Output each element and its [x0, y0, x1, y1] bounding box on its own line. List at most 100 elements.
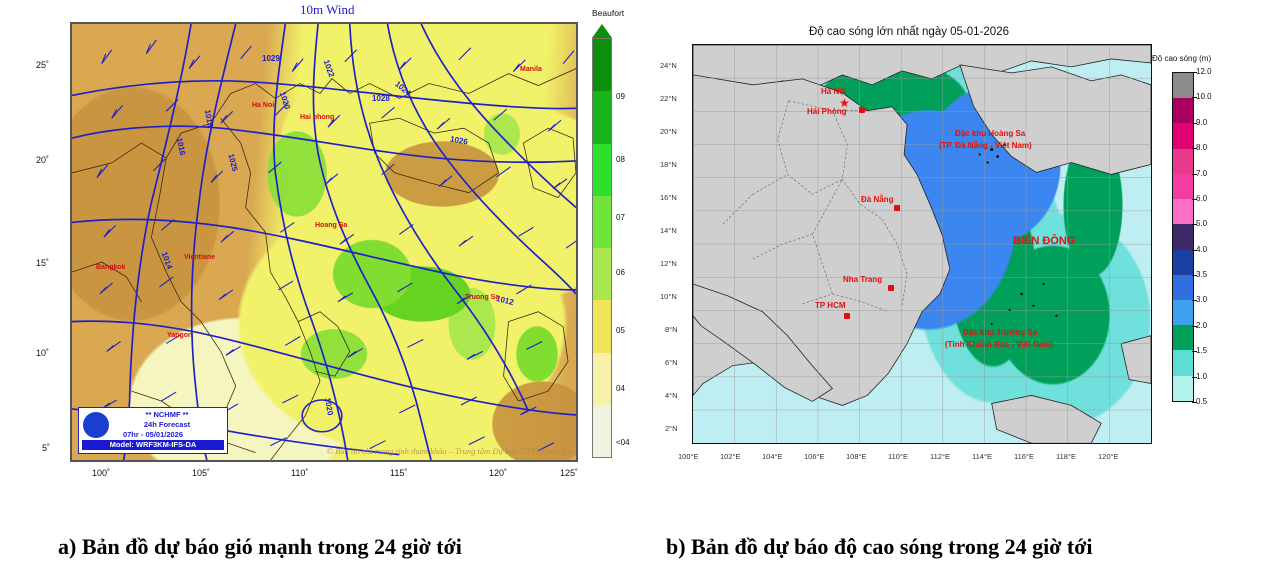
wave-y-tick: 20°N: [660, 127, 677, 136]
wave-colorbar-tick: 5.0: [1196, 219, 1208, 229]
wave-colorbar-segment-7: [1173, 249, 1193, 275]
wave-colorbar-tick: 4.0: [1196, 244, 1208, 254]
wind-y-tick: 20˚: [36, 155, 50, 165]
wave-colorbar-tick-mark: [1192, 122, 1197, 124]
wave-colorbar-segment-6: [1173, 224, 1193, 250]
wave-colorbar-tick-mark: [1192, 249, 1197, 251]
wave-colorbar-tick-mark: [1192, 300, 1197, 302]
sea-label-bien-dong: BIỂN ĐÔNG: [1013, 235, 1076, 247]
wind-x-tick: 120˚: [489, 468, 508, 478]
place-label-ha-noi: Ha Noi: [252, 102, 275, 109]
nchmf-logo-icon: [83, 411, 109, 438]
wave-colorbar-tick: 3.5: [1196, 270, 1208, 280]
place-label-hanoi: Hà Nội: [821, 87, 847, 96]
wind-strongwind-fill: [72, 24, 576, 460]
place-label-vientiane: Vientiane: [184, 254, 215, 261]
wind-y-tick: 15˚: [36, 258, 50, 268]
wave-colorbar-tick-mark: [1192, 224, 1197, 226]
wave-colorbar-tick-mark: [1192, 97, 1197, 99]
wind-forecast-panel: 10m Wind: [0, 0, 640, 500]
wave-y-tick: 24°N: [660, 61, 677, 70]
wave-colorbar-segment-5: [1173, 199, 1193, 225]
wave-land-layer: [693, 45, 1151, 443]
beaufort-colorbar-arrow-icon: [592, 24, 612, 38]
place-label-yangon: Yangon: [167, 332, 193, 339]
beaufort-colorbar[interactable]: [592, 38, 612, 458]
wave-y-tick: 8°N: [665, 325, 678, 334]
place-label-nhatrang: Nha Trang: [843, 275, 883, 284]
wave-y-tick: 10°N: [660, 292, 677, 301]
beaufort-colorbar-segment-3: [593, 195, 611, 248]
beaufort-colorbar-title: Beaufort: [592, 8, 625, 18]
wave-colorbar-tick-mark: [1192, 402, 1197, 403]
place-label-manila: Manila: [520, 66, 542, 73]
wave-y-tick: 22°N: [660, 94, 677, 103]
wave-colorbar-segment-4: [1173, 173, 1193, 200]
wave-colorbar-segment-10: [1173, 325, 1193, 351]
wind-x-tick: 100˚: [92, 468, 111, 478]
wind-x-tick: 125˚: [560, 468, 579, 478]
wave-colorbar[interactable]: [1172, 72, 1194, 402]
beaufort-colorbar-segment-0: [593, 39, 611, 92]
wave-y-tick: 2°N: [665, 424, 678, 433]
wave-colorbar-title: Độ cao sóng (m): [1152, 54, 1212, 63]
wind-y-tick: 5˚: [42, 443, 51, 453]
wind-y-tick: 10˚: [36, 348, 50, 358]
wave-y-tick: 12°N: [660, 259, 677, 268]
place-label-hoang-sa: Hoang Sa: [315, 222, 348, 229]
city-dot-haiphong: [859, 107, 865, 113]
wave-colorbar-tick: 1.5: [1196, 346, 1208, 356]
beaufort-tick: 08: [616, 155, 625, 164]
city-dot-danang: [894, 205, 900, 211]
wave-colorbar-segment-0: [1173, 73, 1193, 99]
beaufort-colorbar-segment-5: [593, 300, 611, 353]
wave-x-tick: 116°E: [1014, 452, 1034, 461]
wave-colorbar-segment-9: [1173, 299, 1193, 326]
beaufort-colorbar-segment-6: [593, 352, 611, 405]
wind-y-tick: 25˚: [36, 60, 50, 70]
place-label-haiphong: Hải Phòng: [807, 107, 847, 116]
wave-colorbar-segment-11: [1173, 350, 1193, 376]
wave-colorbar-tick: 3.0: [1196, 295, 1208, 305]
wind-x-tick: 110˚: [291, 468, 309, 478]
beaufort-tick: 06: [616, 268, 625, 277]
wave-x-tick: 100°E: [678, 452, 699, 461]
place-label-truongsa-line2: (Tỉnh Khánh Hòa - Việt Nam): [945, 340, 1053, 349]
wave-x-tick: 118°E: [1056, 452, 1076, 461]
wave-colorbar-tick-mark: [1192, 173, 1197, 175]
beaufort-tick: 09: [616, 92, 625, 101]
isobar-label: 1029: [262, 54, 280, 63]
beaufort-colorbar-segment-1: [593, 91, 611, 144]
nchmf-org-label: ** NCHMF **: [145, 409, 189, 419]
nchmf-model-label: Model: WRF3KM-IFS-DA: [82, 439, 224, 450]
nchmf-forecast-label: 24h Forecast: [143, 419, 191, 429]
place-label-truongsa-line1: Đặc khu Trường Sa: [963, 328, 1038, 337]
wave-colorbar-tick: 8.0: [1196, 143, 1208, 153]
caption-panel-a: a) Bản đồ dự báo gió mạnh trong 24 giờ t…: [58, 534, 462, 559]
wave-x-tick: 106°E: [804, 452, 825, 461]
wave-colorbar-segment-2: [1173, 123, 1193, 149]
city-dot-tphcm: [844, 313, 850, 319]
wind-x-tick: 115˚: [390, 468, 408, 478]
wave-forecast-panel: Độ cao sóng lớn nhất ngày 05-01-2026: [640, 0, 1268, 500]
wave-map-plot[interactable]: ★ Hà Nội Hải Phòng Đà Nẵng Nha Trang TP …: [692, 44, 1152, 444]
beaufort-colorbar-segment-4: [593, 248, 611, 301]
beaufort-tick: <04: [616, 438, 630, 447]
wave-colorbar-tick-mark: [1192, 72, 1197, 73]
wave-y-tick: 6°N: [665, 358, 678, 367]
nchmf-valid-time: 07hr - 05/01/2026: [122, 429, 184, 439]
beaufort-colorbar-segment-7: [593, 404, 611, 457]
wave-x-tick: 112°E: [930, 452, 950, 461]
beaufort-tick: 04: [616, 384, 625, 393]
wave-colorbar-tick: 12.0: [1196, 67, 1212, 76]
wave-colorbar-tick: 6.0: [1196, 193, 1208, 203]
wave-y-tick: 4°N: [665, 391, 678, 400]
wave-y-tick: 16°N: [660, 193, 677, 202]
wave-colorbar-tick: 9.0: [1196, 117, 1208, 127]
place-label-tphcm: TP HCM: [815, 301, 846, 310]
wind-map-plot[interactable]: 1016 1018 1020 1022 1024 1026 1028 1029 …: [70, 22, 578, 462]
caption-panel-b: b) Bản đồ dự báo độ cao sóng trong 24 gi…: [666, 534, 1093, 559]
place-label-hoangsa-line2: (TP. Đà Nẵng - Việt Nam): [939, 141, 1032, 150]
wave-colorbar-tick: 2.0: [1196, 320, 1208, 330]
wave-map-title: Độ cao sóng lớn nhất ngày 05-01-2026: [809, 26, 1009, 38]
